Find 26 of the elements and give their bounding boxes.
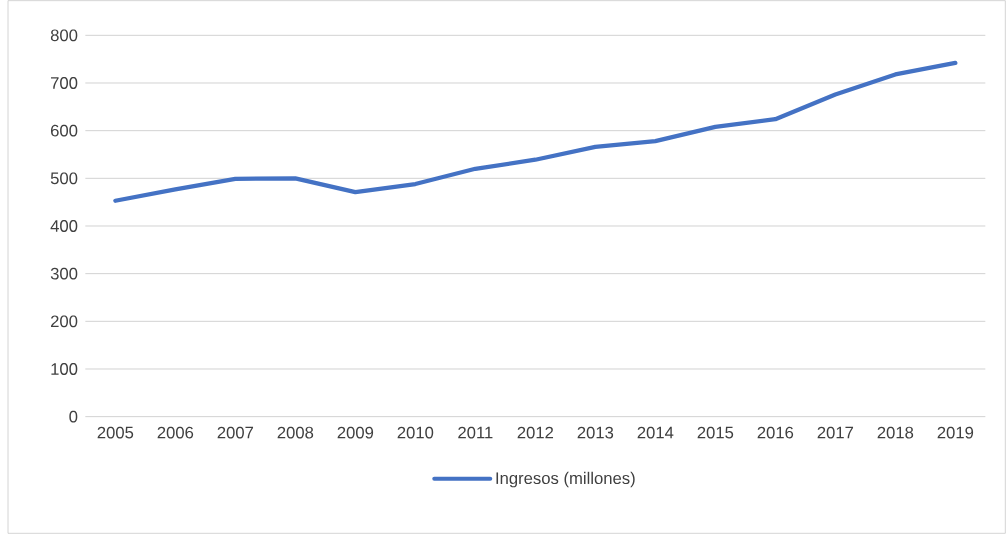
x-tick-label: 2006 — [157, 426, 194, 439]
y-tick-label: 700 — [51, 77, 78, 89]
x-tick-label: 2008 — [277, 426, 314, 439]
x-tick-label: 2011 — [458, 426, 493, 439]
y-tick-label: 800 — [50, 29, 78, 42]
y-tick-label: 600 — [51, 124, 78, 137]
line-series — [113, 60, 958, 203]
x-tick-label: 2017 — [817, 426, 854, 439]
legend-label: Ingresos (millones) — [496, 471, 635, 488]
y-tick-label: 200 — [51, 315, 78, 328]
y-tick-label: 100 — [51, 363, 78, 375]
x-tick-label: 2010 — [397, 426, 434, 439]
x-tick-label: 2013 — [577, 426, 614, 439]
y-tick-label: 0 — [69, 410, 78, 423]
x-tick-label: 2012 — [517, 426, 554, 439]
y-tick-label: 400 — [50, 220, 78, 232]
x-tick-label: 2014 — [637, 426, 674, 439]
x-tick-label: 2019 — [937, 426, 974, 439]
x-tick-label: 2018 — [877, 426, 914, 439]
x-tick-label: 2016 — [757, 426, 794, 439]
y-tick-label: 500 — [50, 172, 78, 185]
x-tick-label: 2005 — [97, 426, 134, 439]
x-tick-label: 2007 — [217, 426, 254, 439]
x-tick-label: 2015 — [697, 426, 734, 439]
x-tick-label: 2009 — [337, 426, 374, 439]
y-tick-label: 300 — [50, 267, 78, 280]
